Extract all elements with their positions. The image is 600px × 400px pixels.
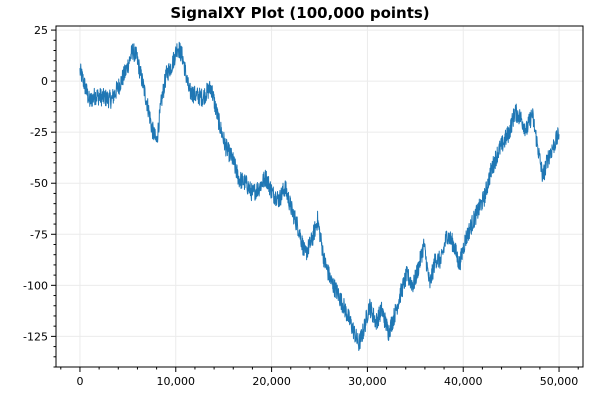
x-tick-label: 40,000 <box>444 375 483 388</box>
y-tick-label: 0 <box>41 75 48 88</box>
y-tick-label: 25 <box>34 24 48 37</box>
chart-title: SignalXY Plot (100,000 points) <box>170 4 430 22</box>
x-tick-label: 0 <box>76 375 83 388</box>
series-line <box>79 41 560 352</box>
y-tick-label: -125 <box>23 330 48 343</box>
grid-layer <box>56 26 583 367</box>
y-tick-label: -25 <box>30 126 48 139</box>
x-tick-label: 20,000 <box>252 375 291 388</box>
axis-layer: 0 10,000 20,000 30,000 40,000 50,000 25 0 -25 -50… <box>23 24 579 388</box>
plot-frame <box>55 25 584 368</box>
x-tick-label: 50,000 <box>540 375 579 388</box>
x-tick-label: 10,000 <box>157 375 196 388</box>
x-tick-label: 30,000 <box>348 375 387 388</box>
y-tick-label: -75 <box>30 228 48 241</box>
y-tick-label: -100 <box>23 279 48 292</box>
y-tick-label: -50 <box>30 177 48 190</box>
